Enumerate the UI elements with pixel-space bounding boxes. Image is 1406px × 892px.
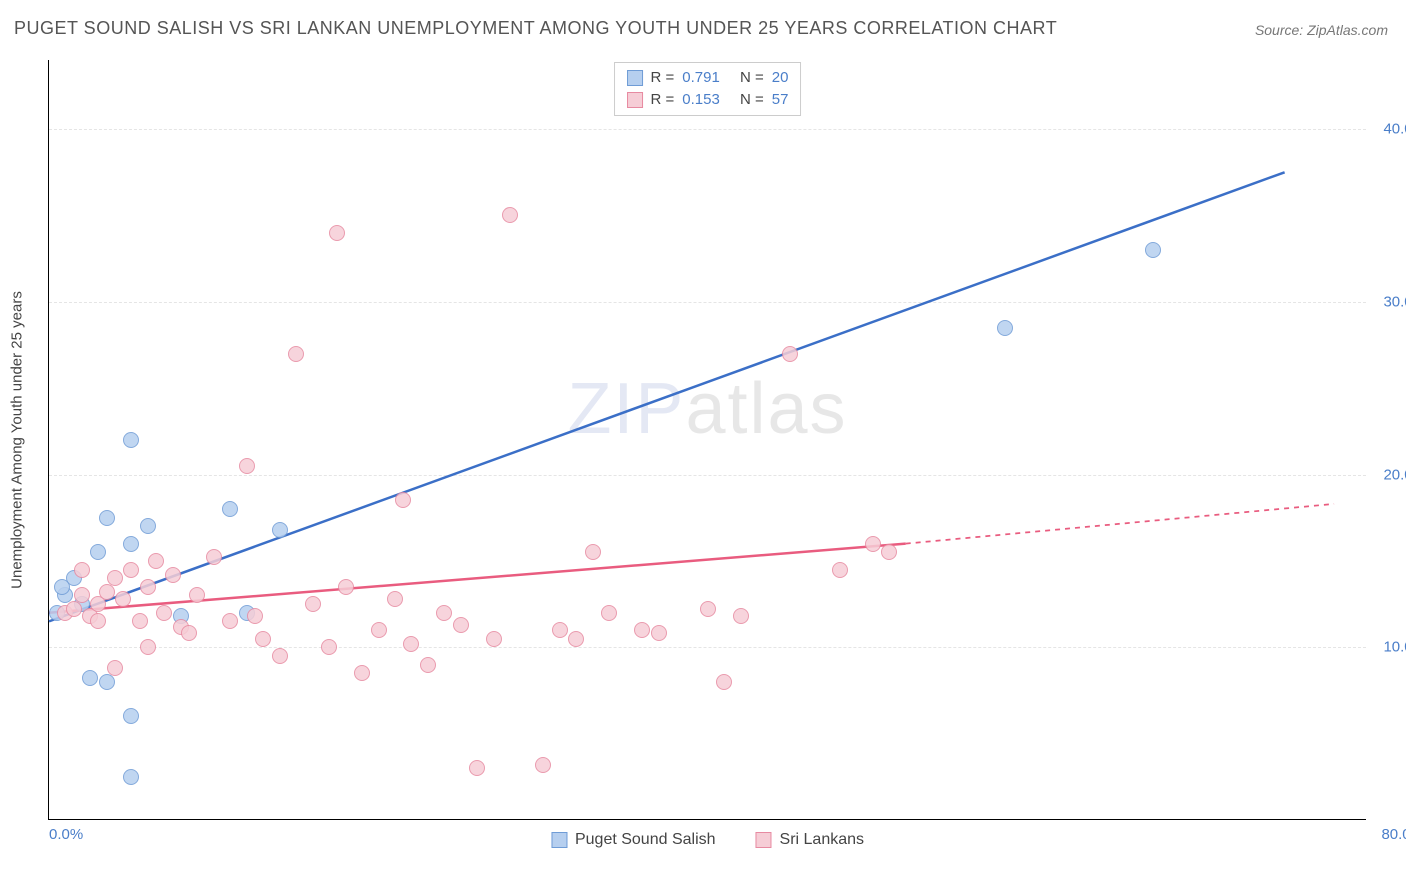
legend-swatch-srilankan — [756, 832, 772, 848]
data-point — [832, 562, 848, 578]
data-point — [321, 639, 337, 655]
data-point — [206, 549, 222, 565]
data-point — [74, 587, 90, 603]
data-point — [486, 631, 502, 647]
data-point — [82, 670, 98, 686]
data-point — [99, 510, 115, 526]
data-point — [585, 544, 601, 560]
x-tick-min: 0.0% — [49, 826, 83, 843]
data-point — [272, 648, 288, 664]
data-point — [115, 591, 131, 607]
data-point — [1145, 242, 1161, 258]
y-tick-label: 30.0% — [1371, 293, 1406, 310]
data-point — [436, 605, 452, 621]
data-point — [502, 207, 518, 223]
data-point — [189, 587, 205, 603]
swatch-srilankan — [627, 92, 643, 108]
data-point — [123, 708, 139, 724]
y-axis-label: Unemployment Among Youth under 25 years — [9, 291, 26, 589]
x-tick-max: 80.0% — [1381, 826, 1406, 843]
data-point — [881, 544, 897, 560]
data-point — [387, 591, 403, 607]
data-point — [99, 584, 115, 600]
data-point — [156, 605, 172, 621]
series-legend: Puget Sound Salish Sri Lankans — [551, 831, 864, 849]
trend-lines — [49, 60, 1366, 819]
data-point — [700, 601, 716, 617]
data-point — [74, 562, 90, 578]
data-point — [107, 660, 123, 676]
plot-area: Unemployment Among Youth under 25 years … — [48, 60, 1366, 820]
data-point — [997, 320, 1013, 336]
data-point — [181, 625, 197, 641]
data-point — [469, 760, 485, 776]
source-label: Source: ZipAtlas.com — [1255, 22, 1388, 38]
data-point — [634, 622, 650, 638]
data-point — [54, 579, 70, 595]
data-point — [66, 601, 82, 617]
data-point — [247, 608, 263, 624]
chart-title: PUGET SOUND SALISH VS SRI LANKAN UNEMPLO… — [14, 18, 1057, 39]
data-point — [354, 665, 370, 681]
data-point — [453, 617, 469, 633]
data-point — [865, 536, 881, 552]
data-point — [140, 518, 156, 534]
data-point — [140, 579, 156, 595]
data-point — [123, 536, 139, 552]
legend-swatch-salish — [551, 832, 567, 848]
stats-row-salish: R = 0.791 N = 20 — [627, 67, 789, 89]
data-point — [371, 622, 387, 638]
legend-item-srilankan: Sri Lankans — [756, 831, 865, 849]
data-point — [535, 757, 551, 773]
data-point — [601, 605, 617, 621]
data-point — [123, 769, 139, 785]
data-point — [305, 596, 321, 612]
data-point — [132, 613, 148, 629]
legend-label-salish: Puget Sound Salish — [575, 831, 716, 849]
data-point — [90, 544, 106, 560]
data-point — [239, 458, 255, 474]
data-point — [123, 432, 139, 448]
y-tick-label: 20.0% — [1371, 466, 1406, 483]
stats-row-srilankan: R = 0.153 N = 57 — [627, 89, 789, 111]
data-point — [716, 674, 732, 690]
data-point — [165, 567, 181, 583]
data-point — [99, 674, 115, 690]
data-point — [733, 608, 749, 624]
legend-item-salish: Puget Sound Salish — [551, 831, 716, 849]
legend-label-srilankan: Sri Lankans — [780, 831, 865, 849]
data-point — [782, 346, 798, 362]
data-point — [420, 657, 436, 673]
data-point — [107, 570, 123, 586]
stats-legend-box: R = 0.791 N = 20 R = 0.153 N = 57 — [614, 62, 802, 116]
data-point — [90, 613, 106, 629]
data-point — [140, 639, 156, 655]
y-tick-label: 10.0% — [1371, 639, 1406, 656]
data-point — [338, 579, 354, 595]
data-point — [123, 562, 139, 578]
data-point — [552, 622, 568, 638]
swatch-salish — [627, 70, 643, 86]
y-tick-label: 40.0% — [1371, 121, 1406, 138]
data-point — [651, 625, 667, 641]
data-point — [272, 522, 288, 538]
data-point — [148, 553, 164, 569]
data-point — [255, 631, 271, 647]
data-point — [395, 492, 411, 508]
data-point — [222, 613, 238, 629]
data-point — [329, 225, 345, 241]
data-point — [288, 346, 304, 362]
data-point — [568, 631, 584, 647]
data-point — [403, 636, 419, 652]
data-point — [222, 501, 238, 517]
